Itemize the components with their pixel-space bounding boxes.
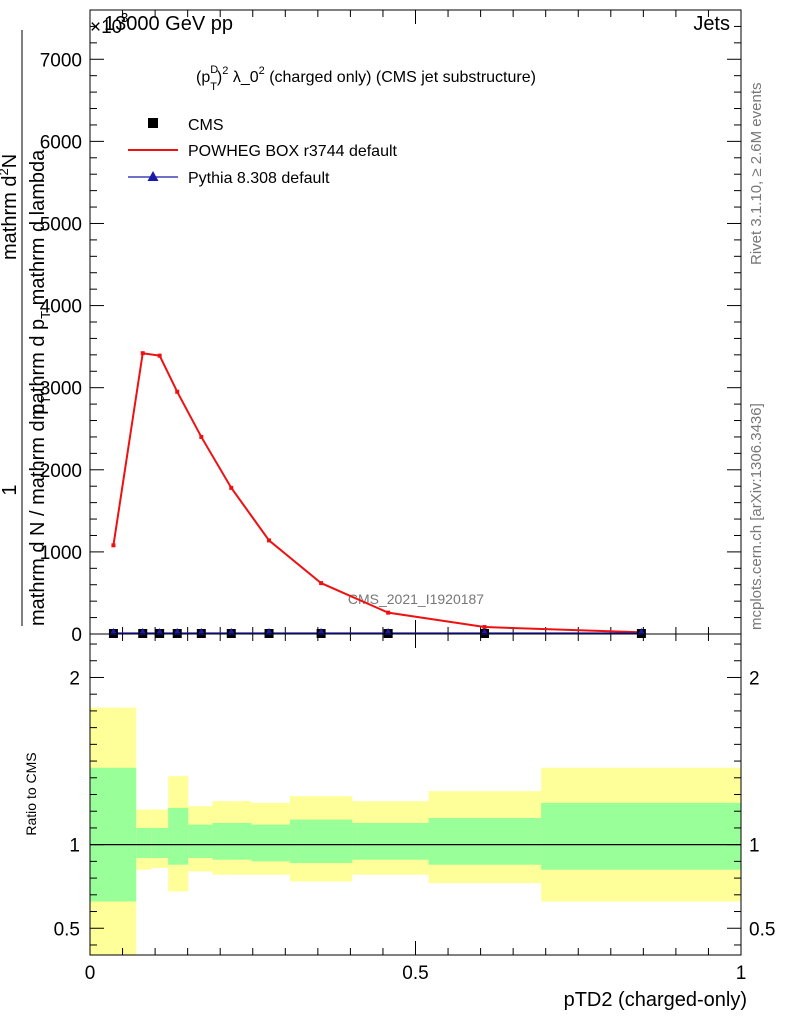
y-axis-label: 1 mathrm d N / mathrm d pT mathrm d2N ma… xyxy=(0,30,53,626)
svg-text:mathrm d2N: mathrm d2N xyxy=(0,154,21,260)
main-y-tick-label-6: 6000 xyxy=(40,132,82,153)
rivet-label: Rivet 3.1.10, ≥ 2.6M events xyxy=(748,83,765,266)
y-exponent-power: 3 xyxy=(121,10,128,25)
y-exponent-label: ×10 xyxy=(90,17,122,38)
pythia-point-0 xyxy=(109,628,118,635)
pythia-point-5 xyxy=(227,628,236,635)
pythia-point-4 xyxy=(197,628,206,635)
category-label: Jets xyxy=(693,13,730,35)
ratio-green-band-4 xyxy=(188,824,213,859)
mcplots-label: mcplots.cern.ch [arXiv:1306.3436] xyxy=(748,403,765,630)
legend-marker-pythia xyxy=(147,171,159,181)
main-y-tick-label-5: 5000 xyxy=(40,214,82,235)
powheg-point-3 xyxy=(175,389,180,394)
ratio-green-band-2 xyxy=(151,827,169,859)
main-y-tick-label-2: 2000 xyxy=(40,461,82,482)
main-y-tick-label-3: 3000 xyxy=(40,379,82,400)
svg-text:1: 1 xyxy=(0,484,21,495)
legend: CMS POWHEG BOX r3744 default Pythia 8.30… xyxy=(128,117,398,187)
ratio-green-band-3 xyxy=(168,807,189,865)
ratio-y-tick-label-left-1: 1 xyxy=(69,836,80,857)
main-y-tick-label-7: 7000 xyxy=(40,50,82,71)
powheg-point-4 xyxy=(199,434,204,439)
powheg-point-1 xyxy=(140,351,145,356)
svg-text:(pDT)2 λ_02 (charged only) (CM: (pD T)2 λ_02 (charged only) (CMS jet subs… xyxy=(196,64,536,93)
ratio-y-tick-label-right-2: 2 xyxy=(749,668,760,689)
legend-label-pythia: Pythia 8.308 default xyxy=(188,170,330,187)
ratio-y-tick-label-left-0: 0.5 xyxy=(54,919,80,940)
pythia-point-2 xyxy=(155,628,164,635)
pythia-point-9 xyxy=(480,628,489,635)
ratio-green-band-0 xyxy=(90,767,137,902)
legend-marker-cms xyxy=(148,118,158,128)
pythia-point-8 xyxy=(384,628,393,635)
ratio-green-band-7 xyxy=(289,819,353,864)
x-tick-label-1: 0.5 xyxy=(402,963,428,984)
legend-label-powheg: POWHEG BOX r3744 default xyxy=(188,143,398,160)
ratio-green-band-1 xyxy=(136,827,152,859)
powheg-point-0 xyxy=(111,543,116,548)
powheg-point-6 xyxy=(267,538,272,543)
pythia-point-3 xyxy=(173,628,182,635)
main-y-tick-label-1: 1000 xyxy=(40,543,82,564)
x-tick-label-2: 1 xyxy=(736,963,747,984)
main-plot: 0 1000 2000 3000 4000 5000 6000 7000 xyxy=(40,9,742,646)
ratio-y-tick-label-right-1: 1 xyxy=(749,836,760,857)
ratio-y-tick-label-right-0: 0.5 xyxy=(749,919,775,940)
ratio-green-band-6 xyxy=(251,824,290,862)
svg-text:mathrm d N / mathrm d pT: mathrm d N / mathrm d pT xyxy=(27,396,53,626)
ratio-green-band-9 xyxy=(428,817,542,865)
powheg-point-5 xyxy=(229,485,234,490)
powheg-point-8 xyxy=(386,610,391,615)
ratio-green-band-5 xyxy=(212,822,252,860)
energy-label: 13000 GeV pp xyxy=(104,13,233,35)
analysis-label: CMS_2021_I1920187 xyxy=(348,591,484,607)
pythia-point-1 xyxy=(138,628,147,635)
svg-text:mathrm d pT mathrm d lambda: mathrm d pT mathrm d lambda xyxy=(27,149,53,420)
pythia-point-10 xyxy=(637,628,646,635)
powheg-point-9 xyxy=(482,625,487,630)
pythia-point-6 xyxy=(265,628,274,635)
powheg-point-2 xyxy=(157,353,162,358)
plot-title: (pD T)2 λ_02 (charged only) (CMS jet subs… xyxy=(196,64,536,93)
main-y-tick-label-4: 4000 xyxy=(40,297,82,318)
main-y-tick-label-0: 0 xyxy=(71,625,82,646)
main-frame xyxy=(89,9,742,635)
ratio-plot: 0.5 0.5 1 1 2 2 0 0.5 1 xyxy=(54,633,775,984)
x-tick-label-0: 0 xyxy=(85,963,96,984)
ratio-y-axis-label: Ratio to CMS xyxy=(23,752,39,835)
x-axis-label: pTD2 (charged-only) xyxy=(564,989,747,1011)
pythia-point-7 xyxy=(317,628,326,635)
ratio-y-tick-label-left-2: 2 xyxy=(69,668,80,689)
powheg-point-7 xyxy=(319,581,324,586)
ratio-green-band-10 xyxy=(541,802,741,870)
ratio-green-band-8 xyxy=(352,822,429,860)
legend-label-cms: CMS xyxy=(188,117,224,134)
